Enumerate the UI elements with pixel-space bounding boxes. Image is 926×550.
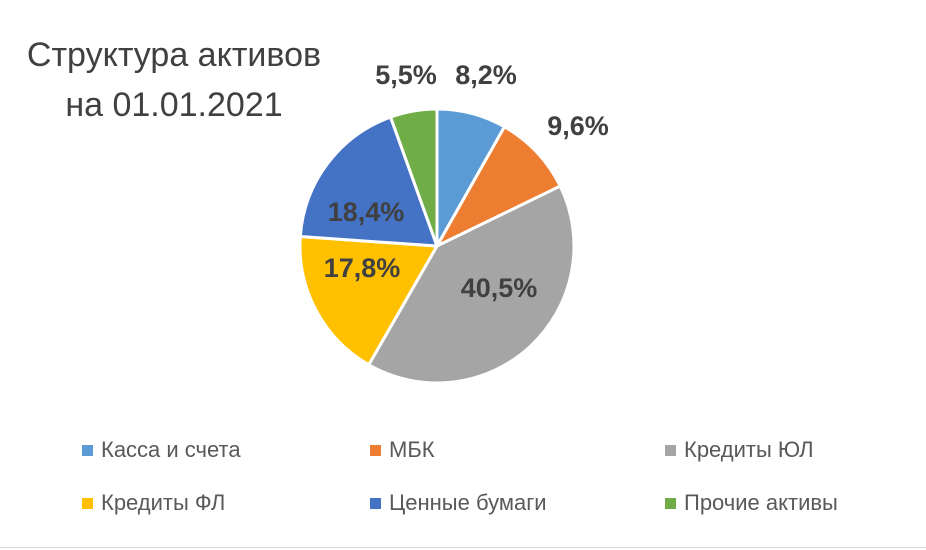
slice-data-label: 40,5%	[461, 273, 538, 303]
legend-label: МБК	[389, 437, 435, 462]
pie-slice	[367, 184, 576, 385]
chart-title: Структура активов на 01.01.2021	[0, 30, 348, 130]
bottom-border	[0, 547, 926, 548]
chart-title-line-1: Структура активов	[26, 36, 322, 74]
legend-swatch	[82, 497, 93, 509]
slice-data-label: 5,5%	[375, 60, 437, 90]
legend-item: МБК	[370, 437, 435, 463]
legend-swatch	[665, 444, 676, 456]
legend-swatch	[370, 444, 381, 456]
legend-swatch	[370, 497, 381, 509]
legend-label: Кредиты ФЛ	[101, 490, 226, 515]
legend-label: Прочие активы	[684, 490, 838, 515]
legend-item: Кредиты ФЛ	[82, 490, 225, 516]
legend-item: Ценные бумаги	[370, 490, 547, 516]
legend-label: Ценные бумаги	[389, 490, 547, 515]
chart-title-line-2: на 01.01.2021	[65, 86, 283, 124]
legend-item: Прочие активы	[665, 490, 838, 516]
pie-slice	[298, 235, 439, 367]
slice-data-label: 9,6%	[547, 111, 609, 141]
legend-swatch	[82, 444, 93, 456]
legend-label: Касса и счета	[101, 437, 241, 462]
legend-label: Кредиты ЮЛ	[684, 437, 814, 462]
pie-slice	[389, 107, 439, 248]
slice-data-label: 8,2%	[455, 60, 517, 90]
legend-swatch	[665, 497, 676, 509]
legend-item: Касса и счета	[82, 437, 241, 463]
slice-data-label: 17,8%	[324, 253, 401, 283]
pie-slice	[435, 125, 562, 248]
legend-item: Кредиты ЮЛ	[665, 437, 814, 463]
slice-data-label: 18,4%	[328, 197, 405, 227]
pie-slice	[298, 115, 439, 248]
